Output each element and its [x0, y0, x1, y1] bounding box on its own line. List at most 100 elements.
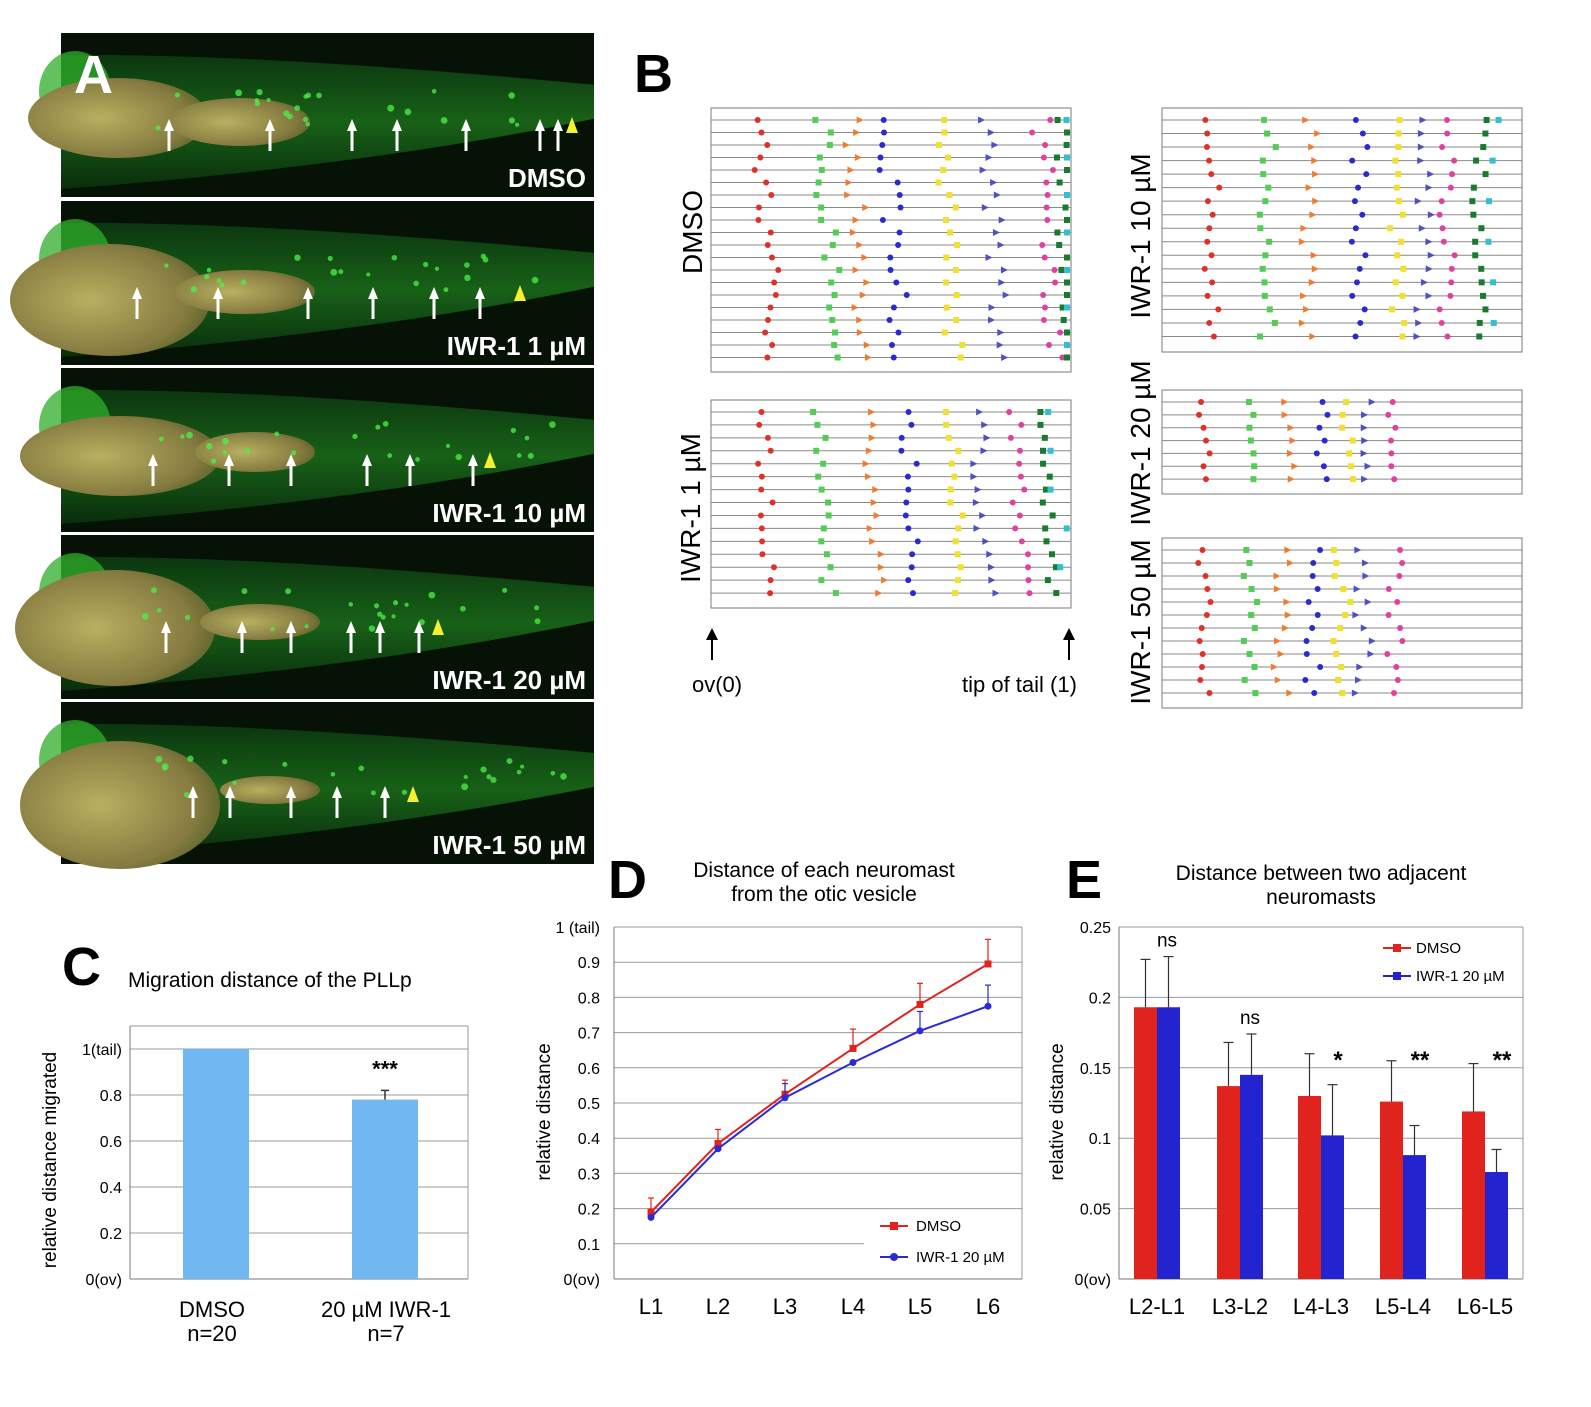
neuromast-marker: [1245, 399, 1252, 405]
fluorescent-dot: [502, 587, 508, 593]
neuromast-marker: [1261, 292, 1268, 299]
neuromast-marker: [815, 179, 822, 186]
fluorescent-dot: [508, 117, 515, 124]
panel-a: DMSO IWR-1 1 µM IWR-1 10 µM IWR-1 20 µM IWR-…: [10, 33, 594, 869]
fluorescent-dot: [158, 436, 164, 442]
neuromast-marker: [1417, 157, 1425, 165]
neuromast-marker: [1395, 130, 1402, 137]
neuromast-arrow-head: [414, 621, 424, 633]
neuromast-marker: [1485, 238, 1492, 245]
neuromast-marker: [998, 216, 1006, 224]
fluorescent-dot: [422, 261, 429, 268]
neuromast-marker: [1047, 447, 1054, 454]
neuromast-marker: [873, 511, 881, 519]
neuromast-marker: [1339, 411, 1346, 418]
neuromast-marker: [1482, 171, 1489, 178]
neuromast-marker: [1438, 198, 1445, 205]
neuromast-marker: [1361, 475, 1369, 483]
neuromast-marker: [1037, 421, 1044, 428]
fluorescent-dot: [305, 122, 310, 127]
yolk-0: [10, 244, 210, 356]
neuromast-marker: [842, 141, 850, 149]
neuromast-marker: [1287, 424, 1295, 432]
neuromast-marker: [827, 564, 834, 571]
significance-label: ns: [1157, 931, 1177, 952]
fluorescent-dot: [366, 272, 371, 277]
fluorescent-dot: [391, 254, 398, 261]
neuromast-marker: [909, 551, 916, 558]
neuromast-marker: [828, 279, 835, 286]
neuromast-marker: [1311, 690, 1318, 696]
fluorescent-dot: [222, 437, 229, 445]
neuromast-marker: [1355, 184, 1362, 191]
fluorescent-dot: [303, 94, 308, 99]
schematic-box-0: [710, 107, 1072, 373]
neuromast-marker: [1265, 184, 1272, 191]
neuromast-marker: [1058, 267, 1065, 273]
neuromast-marker: [1447, 184, 1454, 191]
embryo-body: [61, 389, 594, 524]
neuromast-marker: [1387, 437, 1394, 444]
neuromast-marker: [1042, 142, 1049, 148]
neuromast-marker: [991, 141, 999, 149]
neuromast-marker: [1210, 333, 1217, 340]
neuromast-marker: [1206, 319, 1213, 326]
fluorescent-dot: [460, 605, 466, 612]
embryo-image-0: DMSO: [28, 33, 594, 197]
y-tick-label: 0.15: [1080, 1061, 1111, 1078]
neuromast-marker: [1392, 157, 1399, 164]
fluorescent-dot: [186, 431, 193, 439]
neuromast-marker: [982, 537, 990, 545]
primordium-triangle: [566, 117, 578, 133]
neuromast-marker: [1349, 292, 1356, 299]
neuromast-marker: [997, 329, 1005, 336]
neuromast-marker: [985, 254, 993, 261]
neuromast-marker: [1009, 499, 1016, 506]
fluorescent-dot: [534, 605, 540, 611]
neuromast-marker: [758, 525, 765, 532]
fluorescent-dot: [266, 97, 271, 103]
neuromast-marker: [813, 447, 820, 454]
neuromast-marker: [1449, 171, 1456, 178]
neuromast-marker: [1064, 192, 1070, 198]
neuromast-marker: [876, 167, 883, 173]
neuromast-marker: [1338, 664, 1345, 670]
fluorescent-dot: [151, 587, 157, 594]
neuromast-marker: [1476, 319, 1483, 326]
neuromast-marker: [1064, 167, 1070, 173]
neuromast-marker: [1343, 399, 1350, 405]
neuromast-marker: [1286, 559, 1294, 567]
neuromast-marker: [1308, 143, 1316, 151]
neuromast-marker: [820, 460, 827, 467]
fluorescent-dot: [222, 450, 228, 455]
neuromast-marker: [1203, 437, 1210, 444]
neuromast-marker: [914, 538, 921, 545]
neuromast-marker: [1390, 690, 1397, 696]
neuromast-marker: [1049, 512, 1056, 519]
neuromast-marker: [1209, 211, 1216, 218]
neuromast-marker: [1398, 238, 1405, 245]
neuromast-marker: [875, 589, 883, 597]
series-line-1: [650, 1005, 989, 1219]
neuromast-marker: [1309, 332, 1317, 340]
neuromast-marker: [1394, 599, 1401, 605]
neuromast-marker: [1300, 224, 1308, 232]
neuromast-marker: [1360, 624, 1368, 632]
data-point: [647, 1208, 655, 1216]
neuromast-marker: [821, 254, 828, 261]
fluorescent-dot: [387, 453, 393, 458]
neuromast-marker: [1399, 560, 1406, 566]
neuromast-marker: [1337, 625, 1344, 631]
neuromast-arrow-head: [368, 287, 378, 299]
neuromast-marker: [1387, 225, 1394, 232]
condition-label-0: DMSO: [508, 163, 586, 193]
neuromast-marker: [1480, 292, 1487, 299]
neuromast-arrow-head: [475, 287, 485, 299]
neuromast-arrow-head: [468, 454, 478, 466]
neuromast-marker: [1204, 198, 1211, 205]
neuromast-marker: [877, 154, 884, 161]
neuromast-marker: [1354, 676, 1362, 684]
neuromast-arrow-head: [380, 786, 390, 798]
neuromast-marker: [1041, 304, 1048, 311]
neuromast-marker: [1353, 279, 1360, 286]
